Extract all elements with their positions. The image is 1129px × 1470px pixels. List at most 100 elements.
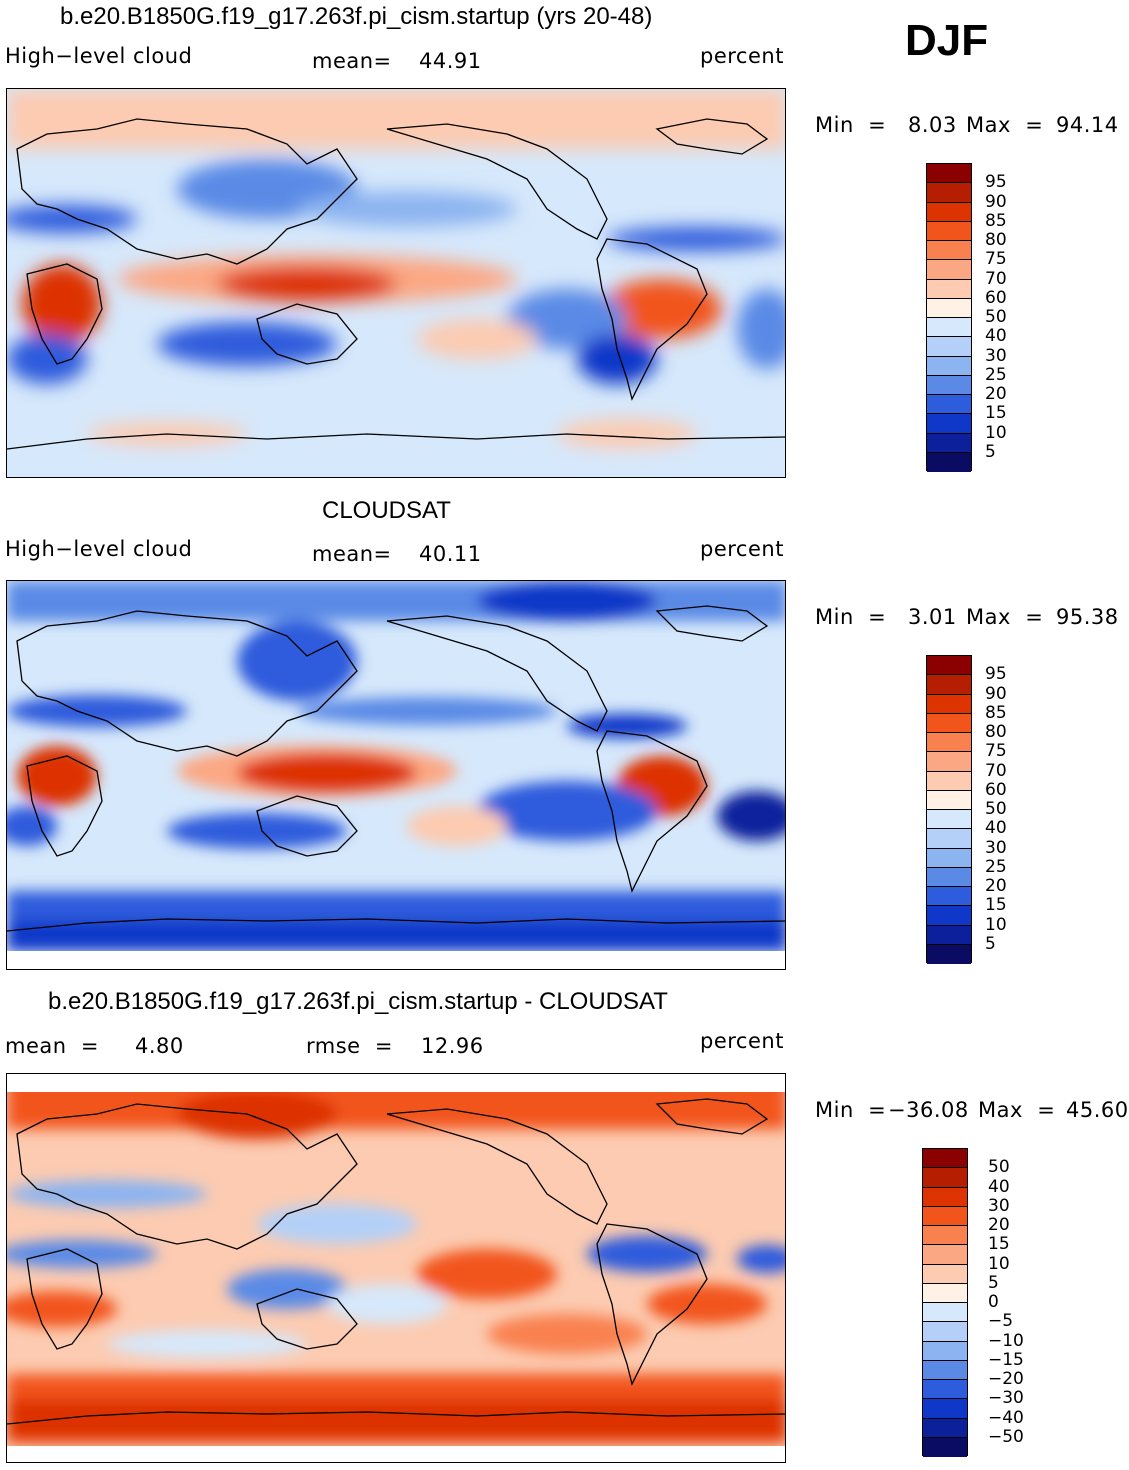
- mean-value: 40.11: [419, 542, 482, 566]
- min-label: Min =: [815, 113, 887, 137]
- colorbar-swatch: [923, 1283, 967, 1303]
- colorbar-swatch: [927, 887, 971, 907]
- units-label: percent: [700, 1029, 784, 1053]
- colorbar-tick-label: 5: [985, 933, 996, 954]
- min-label: Min =: [815, 1098, 887, 1122]
- coastlines: [7, 1098, 785, 1425]
- colorbar-swatch: [927, 944, 971, 964]
- colorbar-tick-label: 95: [985, 664, 1007, 685]
- colorbar-tick-label: 40: [988, 1176, 1010, 1197]
- mean-label: mean=: [312, 49, 392, 73]
- colorbar-tick-label: 80: [985, 722, 1007, 742]
- colorbar-tick-label: −10: [988, 1330, 1024, 1351]
- colorbar-swatch: [927, 848, 971, 868]
- colorbar-swatch: [927, 298, 971, 318]
- colorbar-swatch: [927, 433, 971, 453]
- mean-value: 4.80: [135, 1034, 184, 1058]
- colorbar-swatch: [927, 356, 971, 376]
- contour-map: [6, 88, 786, 478]
- min-label: Min =: [815, 605, 887, 629]
- colorbar-tick-label: 90: [985, 191, 1007, 212]
- colorbar-tick-label: 15: [985, 895, 1007, 916]
- colorbar-swatch: [927, 925, 971, 945]
- colorbar-swatch: [927, 375, 971, 395]
- coastlines: [7, 118, 785, 450]
- min-value: 3.01: [908, 605, 957, 629]
- colorbar-tick-label: 40: [985, 818, 1007, 839]
- colorbar-swatch: [927, 713, 971, 733]
- field-blobs: [7, 581, 785, 951]
- panel-title: b.e20.B1850G.f19_g17.263f.pi_cism.startu…: [48, 988, 668, 1015]
- colorbar-swatch: [923, 1303, 967, 1323]
- colorbar-swatch: [923, 1437, 967, 1457]
- panel-title: b.e20.B1850G.f19_g17.263f.pi_cism.startu…: [60, 3, 653, 30]
- colorbar-tick-label: 5: [985, 441, 996, 462]
- mean-label: mean=: [312, 542, 392, 566]
- rmse-label: rmse =: [306, 1034, 394, 1058]
- colorbar-tick-label: 5: [988, 1272, 999, 1293]
- colorbar-swatch: [927, 810, 971, 830]
- colorbar-tick-label: 0: [988, 1292, 999, 1312]
- colorbar-swatch: [927, 183, 971, 203]
- variable-label: High−level cloud: [5, 537, 193, 561]
- colorbar-tick-label: −40: [988, 1407, 1024, 1428]
- colorbar: [922, 1148, 968, 1457]
- mean-label: mean =: [5, 1034, 100, 1058]
- colorbar-tick-label: 10: [988, 1253, 1010, 1274]
- colorbar-swatch: [927, 279, 971, 299]
- colorbar-tick-label: −20: [988, 1369, 1024, 1389]
- colorbar-swatch: [927, 675, 971, 695]
- colorbar-swatch: [927, 241, 971, 261]
- map-plot: [7, 89, 785, 477]
- colorbar-swatch: [927, 221, 971, 241]
- colorbar-swatch: [923, 1360, 967, 1380]
- colorbar-swatch: [927, 733, 971, 753]
- field-blobs: [7, 89, 785, 477]
- colorbar-tick-label: 80: [985, 230, 1007, 250]
- colorbar-swatch: [923, 1418, 967, 1438]
- colorbar-tick-label: 50: [985, 799, 1007, 819]
- map-plot: [7, 1074, 785, 1462]
- colorbar-tick-label: 50: [985, 307, 1007, 327]
- season-label: DJF: [905, 16, 989, 65]
- colorbar-swatch: [927, 260, 971, 280]
- colorbar-swatch: [927, 164, 971, 184]
- colorbar-tick-label: 75: [985, 249, 1007, 270]
- max-value: 94.14: [1056, 113, 1119, 137]
- colorbar-tick-label: 25: [985, 364, 1007, 385]
- coastlines: [7, 605, 785, 932]
- colorbar-tick-label: 95: [985, 172, 1007, 193]
- colorbar-swatch: [923, 1245, 967, 1265]
- colorbar-tick-label: 15: [988, 1234, 1010, 1255]
- colorbar-tick-label: 20: [985, 384, 1007, 404]
- colorbar-swatch: [927, 452, 971, 472]
- units-label: percent: [700, 537, 784, 561]
- colorbar-swatch: [927, 337, 971, 357]
- colorbar-swatch: [923, 1206, 967, 1226]
- colorbar-tick-label: 30: [988, 1195, 1010, 1216]
- colorbar-tick-label: 40: [985, 326, 1007, 347]
- colorbar-swatch: [927, 202, 971, 222]
- colorbar-tick-label: 85: [985, 210, 1007, 231]
- colorbar-swatch: [923, 1168, 967, 1188]
- colorbar-tick-label: 15: [985, 403, 1007, 424]
- colorbar-tick-label: 10: [985, 914, 1007, 935]
- colorbar-tick-label: −15: [988, 1349, 1024, 1370]
- colorbar-swatch: [927, 906, 971, 926]
- max-label: Max =: [966, 113, 1044, 137]
- colorbar-swatch: [927, 694, 971, 714]
- colorbar-tick-label: 30: [985, 345, 1007, 366]
- variable-label: High−level cloud: [5, 44, 193, 68]
- panel-title: CLOUDSAT: [322, 497, 451, 524]
- colorbar-swatch: [923, 1264, 967, 1284]
- colorbar: [926, 655, 972, 964]
- colorbar-tick-label: 10: [985, 422, 1007, 443]
- colorbar-tick-label: 20: [988, 1215, 1010, 1235]
- colorbar-tick-label: 75: [985, 741, 1007, 762]
- map-plot: [7, 581, 785, 969]
- colorbar-tick-label: 60: [985, 287, 1007, 308]
- colorbar-swatch: [927, 771, 971, 791]
- contour-map: [6, 580, 786, 970]
- colorbar-swatch: [927, 829, 971, 849]
- colorbar-tick-label: −5: [988, 1311, 1014, 1332]
